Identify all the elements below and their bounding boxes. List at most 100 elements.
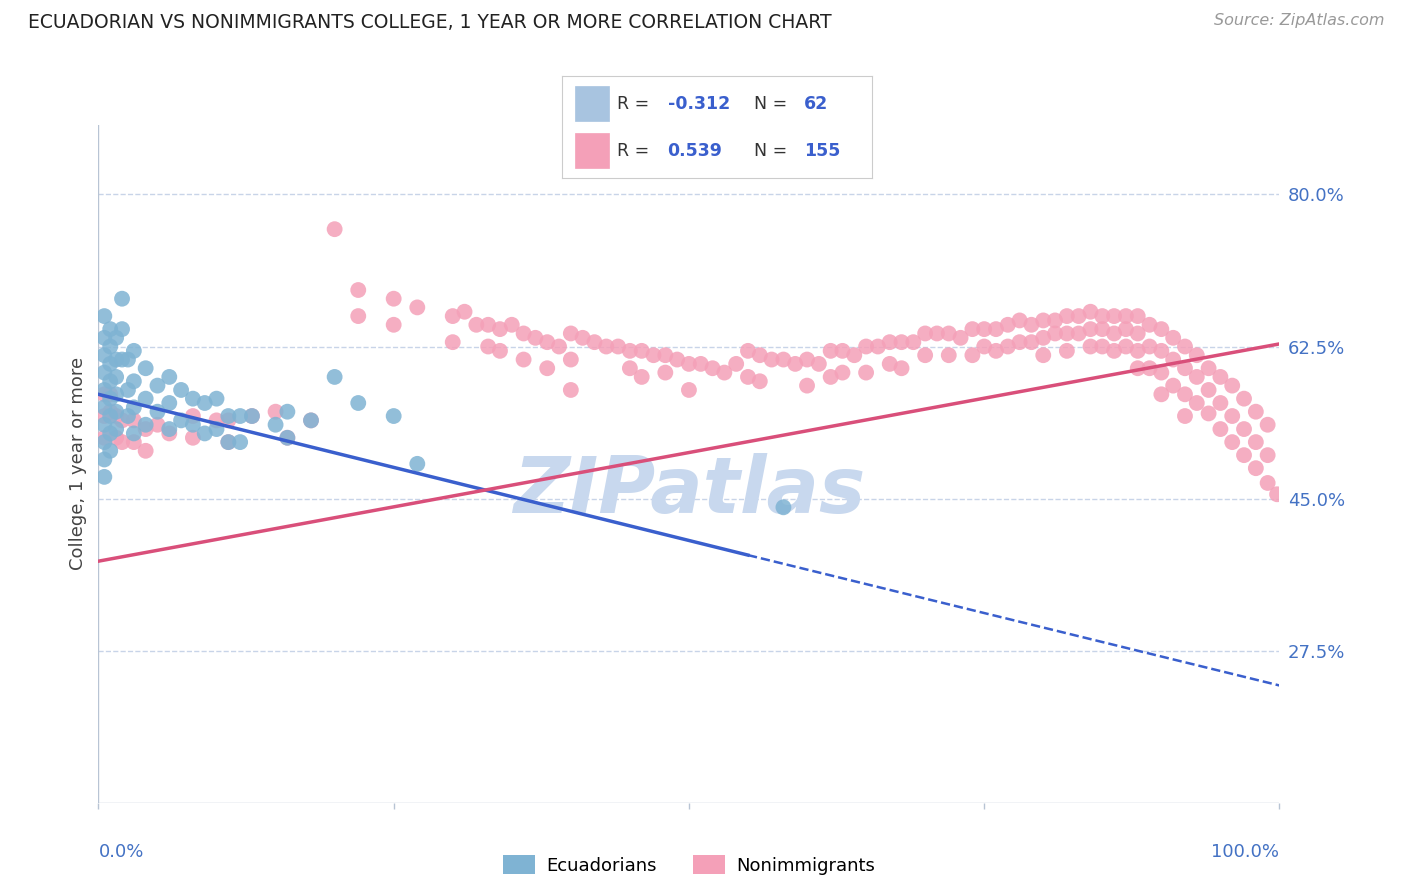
FancyBboxPatch shape: [575, 133, 609, 168]
Point: [1032, 348, 1054, 362]
Point: [105, 409, 128, 423]
Text: R =: R =: [616, 142, 654, 160]
Point: [98, 322, 121, 336]
Point: [240, 409, 263, 423]
Point: [117, 409, 139, 423]
Point: [807, 357, 830, 371]
Point: [997, 339, 1019, 353]
Point: [1091, 322, 1114, 336]
Point: [595, 339, 617, 353]
Point: [157, 426, 180, 441]
Point: [855, 366, 877, 380]
Point: [1233, 392, 1256, 406]
Point: [122, 374, 145, 388]
Point: [1174, 361, 1197, 376]
Point: [135, 422, 157, 436]
Point: [347, 309, 370, 323]
Point: [122, 401, 145, 415]
Point: [276, 431, 298, 445]
Point: [93, 452, 115, 467]
Point: [146, 417, 169, 432]
Point: [135, 361, 157, 376]
Point: [1220, 378, 1243, 392]
Point: [194, 426, 217, 441]
Point: [501, 318, 523, 332]
Text: 0.539: 0.539: [668, 142, 723, 160]
Point: [997, 318, 1019, 332]
Point: [725, 357, 748, 371]
Point: [1008, 313, 1031, 327]
Point: [98, 387, 121, 401]
Point: [1174, 387, 1197, 401]
Point: [1080, 304, 1102, 318]
Point: [205, 422, 228, 436]
Point: [276, 405, 298, 419]
Point: [512, 352, 534, 367]
Point: [205, 392, 228, 406]
Point: [1174, 409, 1197, 423]
Point: [737, 370, 759, 384]
Point: [217, 435, 239, 450]
Point: [914, 326, 936, 341]
Point: [194, 396, 217, 410]
Point: [748, 374, 770, 388]
Point: [678, 383, 700, 397]
Point: [217, 409, 239, 423]
Point: [111, 435, 134, 450]
Point: [1185, 370, 1208, 384]
Point: [925, 326, 948, 341]
Point: [796, 352, 818, 367]
Point: [217, 435, 239, 450]
Point: [1032, 331, 1054, 345]
Point: [796, 378, 818, 392]
Point: [477, 318, 499, 332]
Point: [938, 348, 960, 362]
Point: [98, 392, 121, 406]
Point: [382, 292, 405, 306]
Point: [489, 343, 512, 358]
Point: [831, 366, 853, 380]
Point: [654, 366, 676, 380]
Point: [938, 326, 960, 341]
Point: [643, 348, 665, 362]
Point: [1209, 422, 1232, 436]
Point: [831, 343, 853, 358]
Point: [1091, 309, 1114, 323]
Point: [1185, 396, 1208, 410]
Point: [117, 352, 139, 367]
Point: [1198, 361, 1220, 376]
Point: [1257, 475, 1279, 490]
Point: [93, 383, 115, 397]
Point: [1126, 361, 1149, 376]
Text: R =: R =: [616, 95, 654, 112]
Point: [737, 343, 759, 358]
Point: [489, 322, 512, 336]
Text: ECUADORIAN VS NONIMMIGRANTS COLLEGE, 1 YEAR OR MORE CORRELATION CHART: ECUADORIAN VS NONIMMIGRANTS COLLEGE, 1 Y…: [28, 13, 832, 32]
Point: [855, 339, 877, 353]
Point: [1091, 339, 1114, 353]
Text: 100.0%: 100.0%: [1212, 843, 1279, 861]
Point: [382, 409, 405, 423]
Text: -0.312: -0.312: [668, 95, 730, 112]
Point: [93, 387, 115, 401]
Point: [1043, 326, 1066, 341]
Point: [1161, 352, 1184, 367]
Point: [1102, 326, 1125, 341]
Point: [1139, 318, 1161, 332]
Point: [1139, 361, 1161, 376]
Point: [105, 405, 128, 419]
FancyBboxPatch shape: [575, 87, 609, 121]
Point: [93, 309, 115, 323]
Point: [583, 335, 606, 350]
Point: [93, 417, 115, 432]
Point: [1056, 343, 1078, 358]
Point: [441, 309, 464, 323]
Point: [890, 361, 912, 376]
Point: [1257, 448, 1279, 462]
Point: [973, 322, 995, 336]
Point: [1209, 396, 1232, 410]
Point: [135, 392, 157, 406]
Point: [984, 343, 1007, 358]
Point: [98, 443, 121, 458]
Point: [441, 335, 464, 350]
